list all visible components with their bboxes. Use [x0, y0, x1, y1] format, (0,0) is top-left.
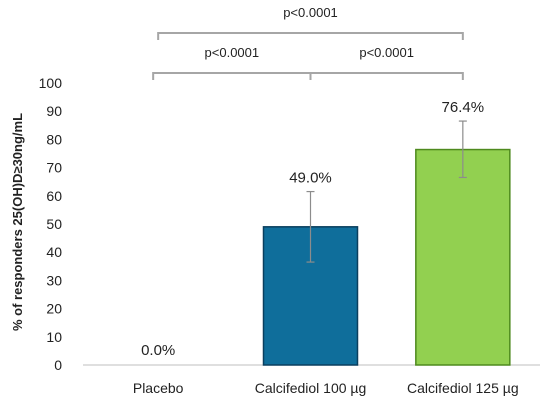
data-labels: 0.0% 49.0% 76.4%	[141, 99, 484, 359]
y-axis-label: % of responders 25(OH)D≥30ng/mL	[10, 113, 25, 331]
y-tick-label: 30	[46, 272, 62, 288]
data-label: 0.0%	[141, 342, 175, 359]
x-tick-label: Placebo	[133, 380, 184, 396]
significance-brackets: p<0.0001 p<0.0001 p<0.0001	[152, 5, 464, 80]
y-tick-label: 50	[46, 216, 62, 232]
x-tick-label: Calcifediol 125 µg	[407, 380, 519, 396]
significance-bracket	[157, 32, 464, 40]
y-tick-label: 40	[46, 244, 62, 260]
significance-label: p<0.0001	[205, 45, 260, 60]
y-tick-label: 20	[46, 301, 62, 317]
significance-bracket	[152, 72, 312, 80]
significance-label: p<0.0001	[283, 5, 338, 20]
y-tick-label: 0	[54, 357, 62, 373]
x-axis-ticks: Placebo Calcifediol 100 µg Calcifediol 125…	[133, 380, 519, 396]
y-tick-label: 10	[46, 329, 62, 345]
y-tick-label: 100	[39, 75, 63, 91]
significance-bracket	[309, 72, 464, 80]
y-tick-label: 70	[46, 160, 62, 176]
bar	[415, 148, 511, 366]
data-label: 76.4%	[442, 99, 485, 116]
x-tick-label: Calcifediol 100 µg	[255, 380, 367, 396]
y-axis-ticks: 0 10 20 30 40 50 60 70 80 90 100	[39, 75, 63, 373]
y-tick-label: 60	[46, 188, 62, 204]
significance-label: p<0.0001	[359, 45, 414, 60]
data-label: 49.0%	[289, 170, 332, 187]
y-tick-label: 80	[46, 131, 62, 147]
error-bars	[306, 120, 467, 263]
y-tick-label: 90	[46, 103, 62, 119]
